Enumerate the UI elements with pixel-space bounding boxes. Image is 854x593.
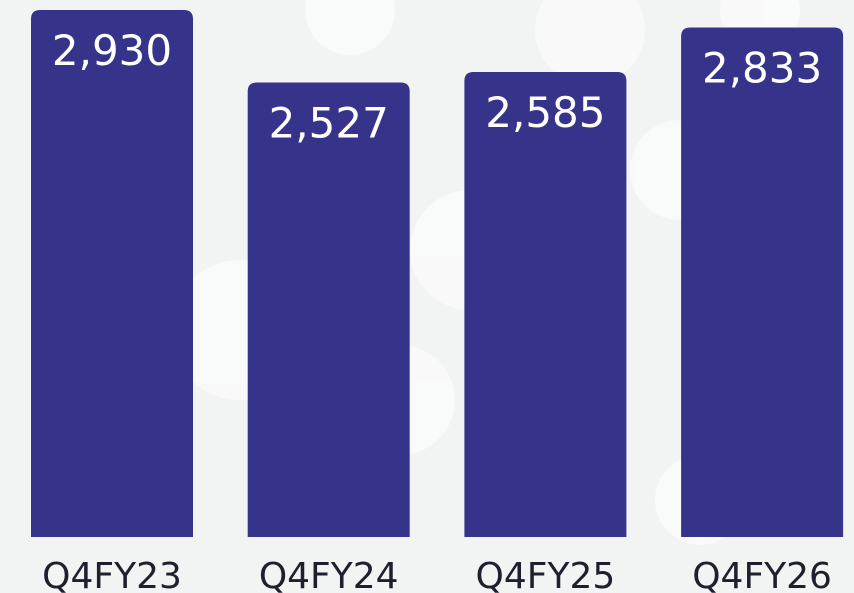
category-label: Q4FY24 [259, 556, 399, 593]
plot-area: 2,930 Q4FY23 2,527 Q4FY24 2,585 Q4FY25 2,833 Q4… [31, 10, 844, 593]
value-label: 2,585 [485, 88, 605, 137]
value-label: 2,833 [702, 43, 822, 92]
bar [247, 82, 410, 537]
category-label: Q4FY26 [692, 556, 832, 593]
bar [464, 72, 627, 537]
value-label: 2,527 [269, 98, 389, 147]
bar [681, 27, 844, 538]
bar [31, 10, 193, 537]
category-label: Q4FY25 [476, 556, 616, 593]
category-label: Q4FY23 [42, 556, 182, 593]
value-label: 2,930 [52, 26, 172, 75]
